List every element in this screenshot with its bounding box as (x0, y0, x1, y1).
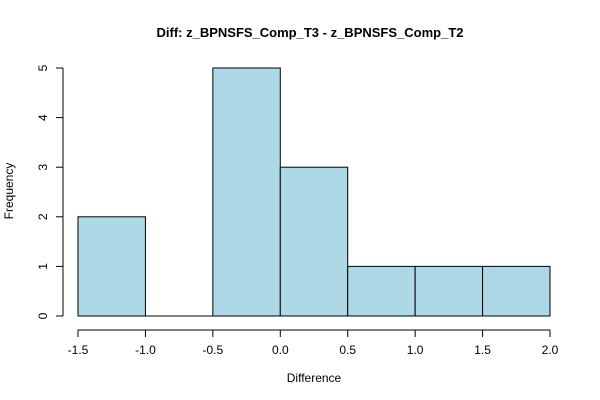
x-tick-label: -1.0 (135, 343, 156, 357)
y-axis-label: Frequency (2, 163, 16, 220)
histogram-bar (347, 265, 416, 317)
chart-title: Diff: z_BPNSFS_Comp_T3 - z_BPNSFS_Comp_T… (157, 25, 464, 40)
y-tick-label: 1 (36, 263, 50, 270)
y-axis: 0 1 2 3 4 5 (36, 64, 64, 319)
histogram-bar (77, 216, 146, 317)
x-tick-label: 0.5 (339, 343, 356, 357)
histogram-bar (212, 67, 281, 317)
y-tick-label: 3 (36, 164, 50, 171)
x-axis-label: Difference (287, 371, 342, 385)
x-tick-label: 1.0 (407, 343, 424, 357)
histogram-bar (482, 265, 551, 317)
bars-group (77, 67, 551, 317)
y-tick-label: 4 (36, 114, 50, 121)
x-tick-label: -1.5 (68, 343, 89, 357)
y-tick-label: 2 (36, 213, 50, 220)
y-tick-label: 5 (36, 64, 50, 71)
histogram-bar (414, 265, 484, 317)
x-tick-label: 1.5 (474, 343, 491, 357)
x-axis: -1.5 -1.0 -0.5 0.0 0.5 1.0 1.5 2.0 (68, 329, 559, 357)
histogram-bar (279, 166, 349, 317)
x-tick-label: 0.0 (272, 343, 289, 357)
y-tick-label: 0 (36, 312, 50, 319)
x-tick-label: -0.5 (203, 343, 224, 357)
x-tick-label: 2.0 (542, 343, 559, 357)
